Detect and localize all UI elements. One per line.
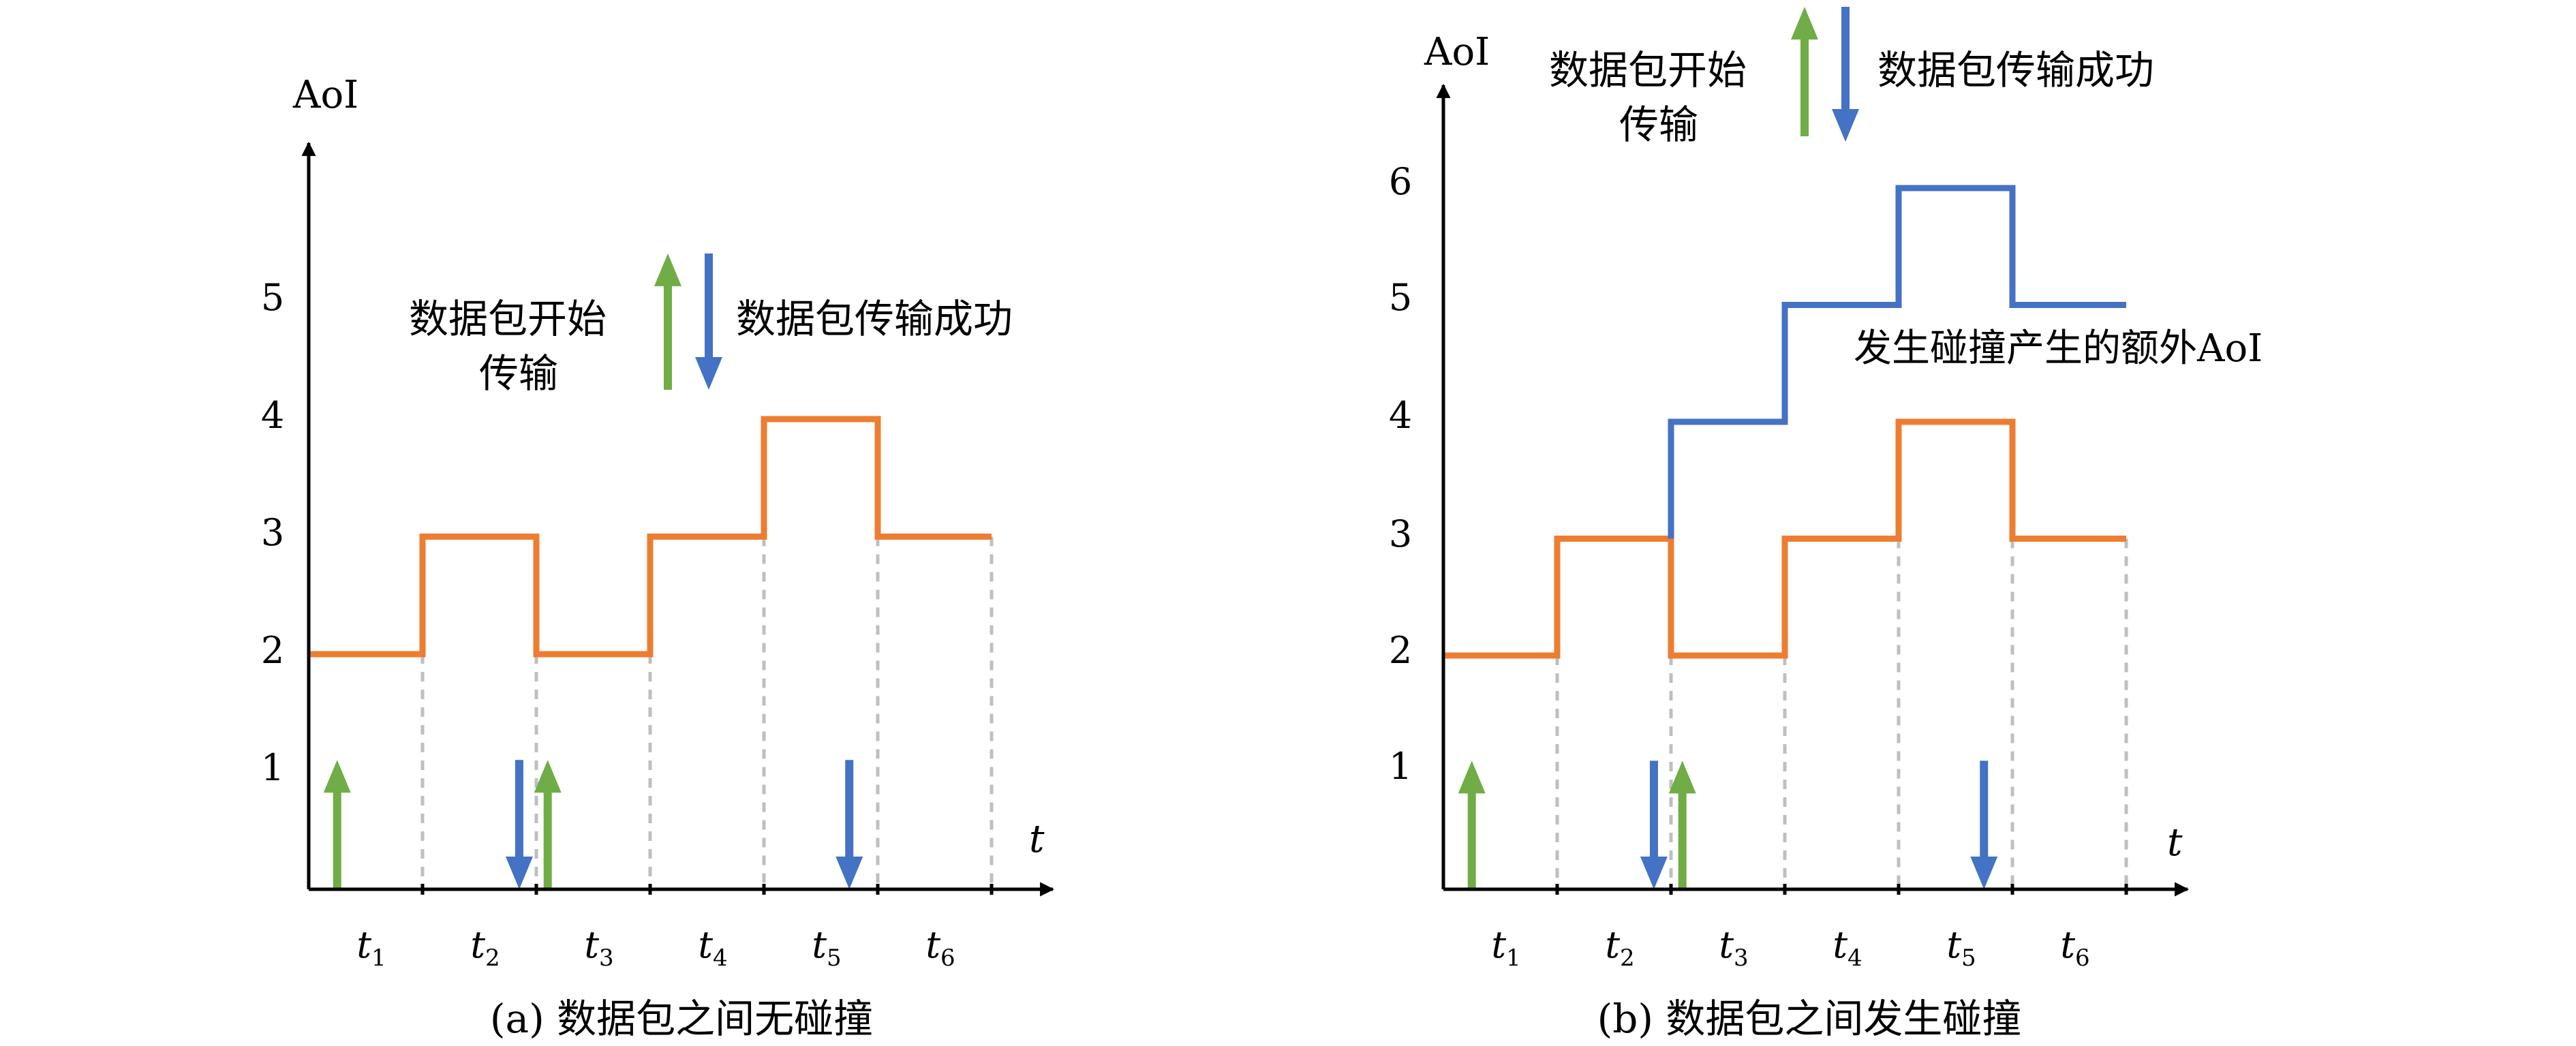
- transmission-start-arrow: [1458, 760, 1486, 889]
- svg-text:t4: t4: [1833, 923, 1862, 972]
- y-tick-label: 2: [261, 629, 284, 672]
- svg-text:t2: t2: [1605, 923, 1634, 972]
- legend-green-up-arrow: [654, 253, 681, 390]
- panel-b-legend: 数据包开始 传输 数据包传输成功: [1549, 7, 2154, 148]
- svg-text:t6: t6: [925, 923, 955, 972]
- panel-a-guides: [420, 536, 994, 889]
- svg-text:t5: t5: [1946, 923, 1976, 972]
- svg-text:t4: t4: [698, 923, 727, 972]
- slot-label: t1: [1491, 923, 1520, 972]
- legend-blue-down-arrow: [695, 253, 722, 390]
- slot-label: t4: [698, 923, 727, 972]
- panel-a: AoI t 1 2 3 4 5 t1 t2 t3 t4 t5 t6 数据包开始 …: [261, 73, 1055, 1042]
- svg-text:t3: t3: [1719, 923, 1748, 972]
- y-tick-label: 1: [1389, 745, 1412, 788]
- panel-b-x-label: t: [2167, 820, 2183, 865]
- slot-label: t6: [2060, 923, 2089, 972]
- panel-b-arrows: [1458, 760, 1998, 889]
- svg-text:t1: t1: [356, 923, 386, 972]
- orange-aoi-series: [309, 416, 992, 658]
- transmission-start-arrow: [534, 760, 562, 889]
- panel-a-arrows: [323, 760, 863, 889]
- panel-b: AoI t 1 2 3 4 5 6 t1 t2 t3 t4 t5 t6 数据包开…: [1389, 7, 2263, 1042]
- slot-label: t2: [470, 923, 500, 972]
- y-tick-label: 5: [1389, 276, 1412, 319]
- slot-label: t5: [1946, 923, 1976, 972]
- slot-label: t1: [356, 923, 386, 972]
- panel-a-x-ticks: [420, 884, 994, 895]
- legend-success-label: 数据包传输成功: [1877, 47, 2154, 93]
- y-tick-label: 4: [1389, 394, 1412, 437]
- panel-b-slot-labels: t1 t2 t3 t4 t5 t6: [1491, 923, 2089, 972]
- legend-blue-down-arrow: [1832, 7, 1859, 142]
- panel-b-caption: (b) 数据包之间发生碰撞: [1597, 996, 2022, 1042]
- legend-success-label: 数据包传输成功: [736, 296, 1013, 342]
- panel-b-y-label: AoI: [1424, 30, 1490, 74]
- legend-start-label-line2: 传输: [479, 350, 558, 397]
- transmission-start-arrow: [323, 760, 351, 889]
- panel-b-guides: [1555, 538, 2128, 889]
- y-tick-label: 5: [261, 276, 284, 319]
- legend-start-label-line1: 数据包开始: [409, 296, 607, 342]
- legend-start-label-line1: 数据包开始: [1549, 47, 1747, 93]
- blue-aoi-series: [1668, 185, 2126, 539]
- transmission-success-arrow: [1640, 760, 1668, 889]
- y-tick-label: 3: [261, 511, 284, 554]
- panel-b-y-tick-labels: 1 2 3 4 5 6: [1389, 160, 1412, 788]
- panel-a-slot-labels: t1 t2 t3 t4 t5 t6: [356, 923, 955, 972]
- y-tick-label: 3: [1389, 512, 1412, 555]
- extra-aoi-annotation: 发生碰撞产生的额外AoI: [1854, 326, 2263, 371]
- svg-text:t5: t5: [812, 923, 841, 972]
- transmission-success-arrow: [835, 760, 863, 889]
- slot-label: t3: [584, 923, 613, 972]
- panel-a-legend: 数据包开始 传输 数据包传输成功: [409, 253, 1013, 397]
- panel-a-x-label: t: [1029, 817, 1045, 861]
- panel-b-x-ticks: [1555, 884, 2128, 895]
- legend-success-arrow: [1832, 7, 1859, 142]
- svg-text:t3: t3: [584, 923, 613, 972]
- y-tick-label: 4: [261, 394, 284, 437]
- y-tick-label: 6: [1389, 160, 1412, 203]
- legend-green-up-arrow: [1791, 7, 1818, 136]
- orange-aoi-series: [1443, 418, 2126, 659]
- panel-a-series: [309, 416, 992, 658]
- panel-a-y-tick-labels: 1 2 3 4 5: [261, 276, 284, 789]
- transmission-start-arrow: [1668, 760, 1696, 889]
- svg-text:t1: t1: [1491, 923, 1520, 972]
- panel-a-y-label: AoI: [292, 73, 358, 117]
- y-tick-label: 2: [1389, 629, 1412, 672]
- svg-text:t6: t6: [2060, 923, 2089, 972]
- panel-a-caption: (a) 数据包之间无碰撞: [490, 996, 873, 1042]
- transmission-success-arrow: [505, 760, 533, 889]
- y-tick-label: 1: [261, 746, 284, 789]
- slot-label: t4: [1833, 923, 1862, 972]
- transmission-success-arrow: [1970, 760, 1998, 889]
- panel-b-series: [1443, 185, 2126, 659]
- svg-text:t2: t2: [470, 923, 500, 972]
- legend-success-arrow: [695, 253, 722, 390]
- legend-start-arrow: [654, 253, 681, 390]
- legend-start-arrow: [1791, 7, 1818, 136]
- slot-label: t3: [1719, 923, 1748, 972]
- slot-label: t6: [925, 923, 955, 972]
- legend-start-label-line2: 传输: [1619, 102, 1698, 148]
- slot-label: t2: [1605, 923, 1634, 972]
- slot-label: t5: [812, 923, 841, 972]
